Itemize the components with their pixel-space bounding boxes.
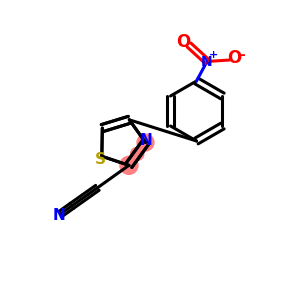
Text: O: O: [176, 33, 191, 51]
Text: -: -: [239, 48, 245, 62]
Circle shape: [137, 134, 154, 151]
Circle shape: [120, 156, 138, 174]
Text: N: N: [140, 133, 152, 148]
Text: +: +: [209, 50, 218, 61]
Circle shape: [130, 147, 144, 161]
Text: S: S: [95, 152, 106, 167]
Text: N: N: [52, 208, 65, 223]
Text: N: N: [201, 55, 213, 68]
Text: O: O: [227, 49, 241, 67]
